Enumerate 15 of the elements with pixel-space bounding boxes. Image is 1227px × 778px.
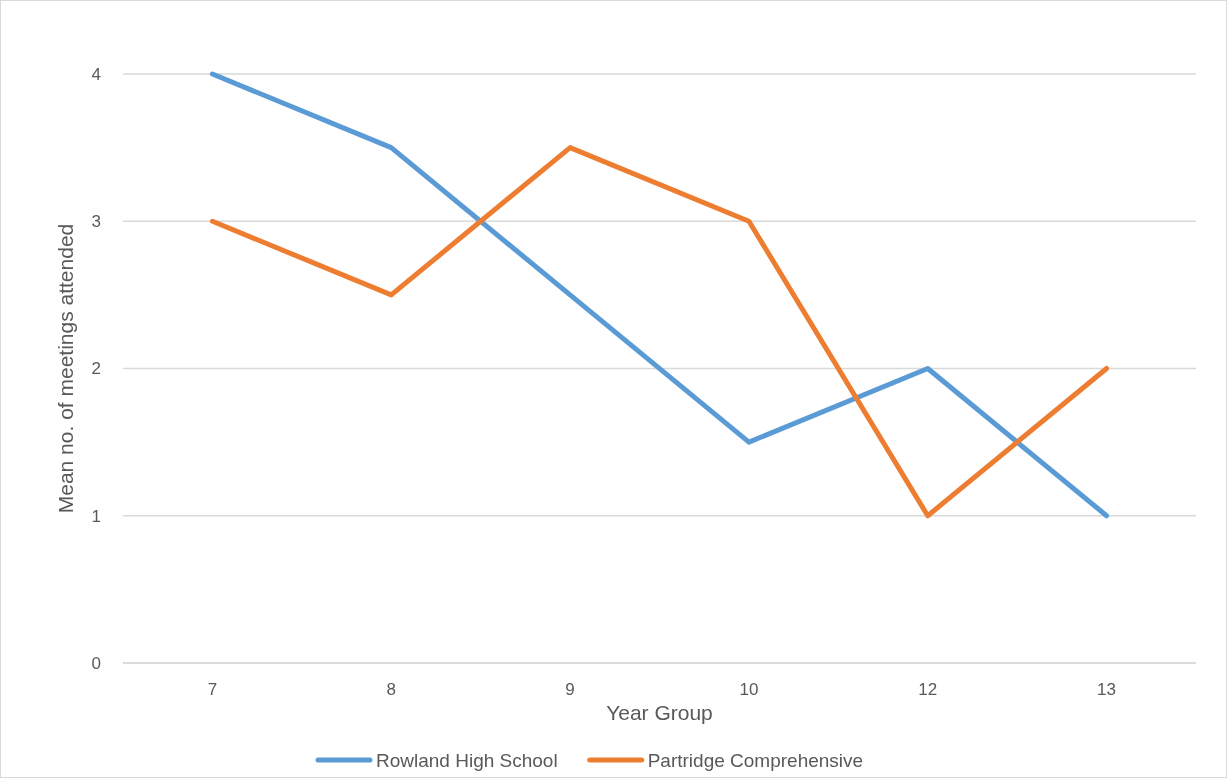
- y-tick-label: 1: [91, 506, 101, 526]
- y-axis-title: Mean no. of meetings attended: [54, 223, 77, 514]
- x-tick-label: 12: [918, 680, 938, 699]
- legend-label: Rowland High School: [376, 749, 558, 771]
- x-tick-label: 13: [1097, 680, 1117, 699]
- y-tick-label: 3: [91, 212, 101, 232]
- x-tick-label: 8: [386, 680, 396, 699]
- x-axis-title: Year Group: [606, 701, 713, 724]
- x-tick-label: 7: [207, 680, 218, 699]
- y-tick-label: 0: [91, 653, 101, 673]
- x-tick-label: 9: [565, 680, 575, 699]
- y-tick-label: 4: [91, 64, 101, 84]
- x-tick-label: 10: [739, 680, 759, 699]
- y-tick-label: 2: [91, 359, 101, 379]
- legend-label: Partridge Comprehensive: [647, 749, 864, 771]
